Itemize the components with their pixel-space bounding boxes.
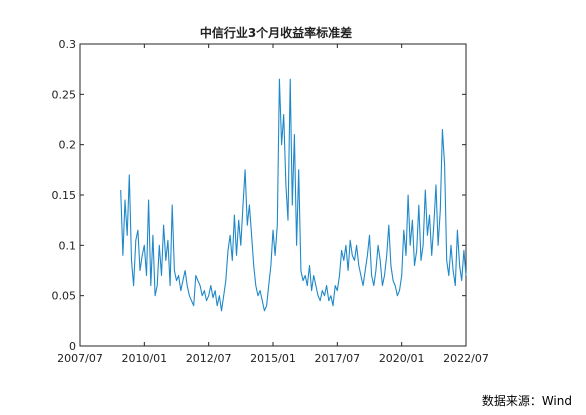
source-note: 数据来源：Wind: [481, 394, 572, 408]
y-axis-ticks: 0 0.05 0.1 0.15 0.2 0.25 0.3: [52, 38, 466, 353]
x-tick-label: 2007/07: [57, 352, 103, 365]
y-tick-label: 0.15: [52, 189, 77, 202]
x-tick-label: 2015/01: [250, 352, 296, 365]
x-tick-label: 2020/01: [379, 352, 425, 365]
y-tick-label: 0.3: [59, 38, 77, 51]
x-tick-label: 2012/07: [186, 352, 232, 365]
y-tick-label: 0.1: [59, 239, 77, 252]
y-tick-label: 0.05: [52, 290, 77, 303]
x-tick-label: 2010/01: [121, 352, 167, 365]
x-tick-label: 2017/07: [314, 352, 360, 365]
y-tick-label: 0.2: [59, 139, 77, 152]
x-axis-ticks: 2007/07 2010/01 2012/07 2015/01 2017/07 2020/…: [57, 44, 489, 365]
x-tick-label: 2022/07: [443, 352, 489, 365]
chart-title: 中信行业3个月收益率标准差: [200, 25, 352, 40]
plot-area-frame: [79, 43, 467, 347]
y-tick-label: 0.25: [52, 88, 77, 101]
series-line: [120, 78, 467, 312]
y-tick-label: 0: [69, 340, 76, 353]
